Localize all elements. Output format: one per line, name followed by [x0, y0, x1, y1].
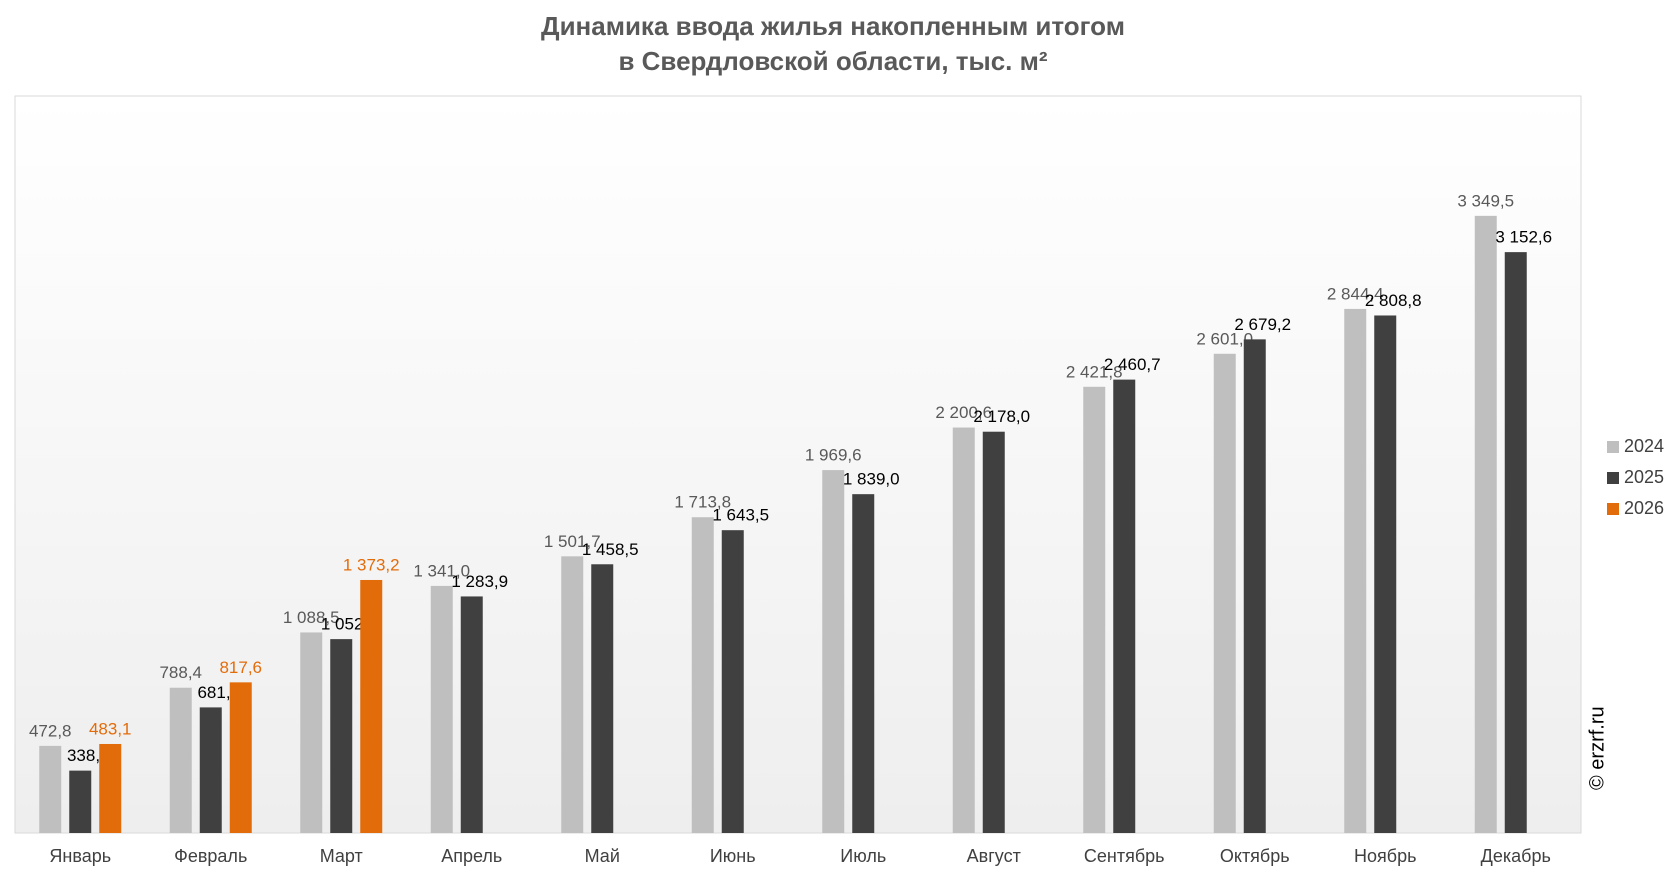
bar [330, 639, 353, 833]
legend-swatch [1607, 503, 1619, 515]
x-tick-label: Ноябрь [1354, 846, 1416, 866]
value-label: 2 844,4 [1327, 284, 1384, 303]
x-tick-label: Апрель [441, 846, 502, 866]
x-tick-label: Май [585, 846, 620, 866]
bar [199, 707, 222, 833]
bar [229, 682, 252, 833]
bar [1113, 379, 1136, 833]
value-label: 2 460,7 [1104, 355, 1161, 374]
value-label: 472,8 [29, 721, 72, 740]
value-label: 3 152,6 [1495, 228, 1552, 247]
value-label: 2 200,6 [935, 403, 992, 422]
value-label: 1 341,0 [413, 561, 470, 580]
value-label: 1 501,7 [544, 532, 601, 551]
x-tick-label: Июль [840, 846, 886, 866]
value-label: 1 969,6 [805, 446, 862, 465]
bar [1213, 353, 1236, 833]
value-label: 2 421,8 [1066, 362, 1123, 381]
watermark: © erzrf.ru [1586, 706, 1608, 790]
value-label: 1 373,2 [343, 555, 400, 574]
plot-area [14, 95, 1582, 834]
legend-swatch [1607, 472, 1619, 484]
bar [1243, 339, 1266, 833]
value-label: 3 349,5 [1457, 191, 1514, 210]
value-label: 788,4 [159, 663, 202, 682]
bar [460, 596, 483, 833]
bar [721, 530, 744, 833]
value-label: 817,6 [219, 658, 262, 677]
x-tick-label: Декабрь [1481, 846, 1551, 866]
bar [69, 770, 92, 833]
chart-title: Динамика ввода жилья накопленным итогом [541, 11, 1125, 41]
bar [1474, 215, 1497, 834]
bar [852, 494, 875, 833]
value-label: 1 283,9 [451, 572, 508, 591]
value-label: 483,1 [89, 719, 132, 738]
bar [982, 431, 1005, 833]
value-label: 2 178,0 [973, 407, 1030, 426]
bar [822, 470, 845, 833]
bar [691, 517, 714, 833]
bar [561, 556, 584, 833]
x-tick-label: Февраль [174, 846, 247, 866]
bar [952, 427, 975, 833]
value-label: 338,5 [67, 746, 110, 765]
value-label: 1 839,0 [843, 470, 900, 489]
bar [1504, 252, 1527, 834]
legend-label: 2025 [1624, 467, 1664, 487]
bar [1344, 308, 1367, 833]
value-label: 2 808,8 [1365, 291, 1422, 310]
x-tick-label: Октябрь [1220, 846, 1290, 866]
chart-title: в Свердловской области, тыс. м² [618, 46, 1047, 76]
value-label: 1 458,5 [582, 540, 639, 559]
bar [1083, 386, 1106, 833]
value-label: 1 713,8 [674, 493, 731, 512]
bar [360, 579, 383, 833]
bar [591, 564, 614, 833]
x-tick-label: Сентябрь [1084, 846, 1165, 866]
value-label: 1 088,5 [283, 608, 340, 627]
bar [430, 585, 453, 833]
x-tick-label: Июнь [710, 846, 756, 866]
x-tick-label: Август [967, 846, 1021, 866]
bar [1374, 315, 1397, 833]
legend-swatch [1607, 441, 1619, 453]
bar [300, 632, 323, 833]
x-tick-label: Март [320, 846, 363, 866]
bar [39, 745, 62, 833]
bar [169, 687, 192, 833]
value-label: 2 679,2 [1234, 315, 1291, 334]
value-label: 1 643,5 [712, 506, 769, 525]
value-label: 681,7 [197, 683, 240, 702]
legend-label: 2024 [1624, 436, 1664, 456]
x-tick-label: Январь [49, 846, 111, 866]
legend-label: 2026 [1624, 498, 1664, 518]
bar [99, 743, 122, 833]
value-label: 2 601,0 [1196, 329, 1253, 348]
